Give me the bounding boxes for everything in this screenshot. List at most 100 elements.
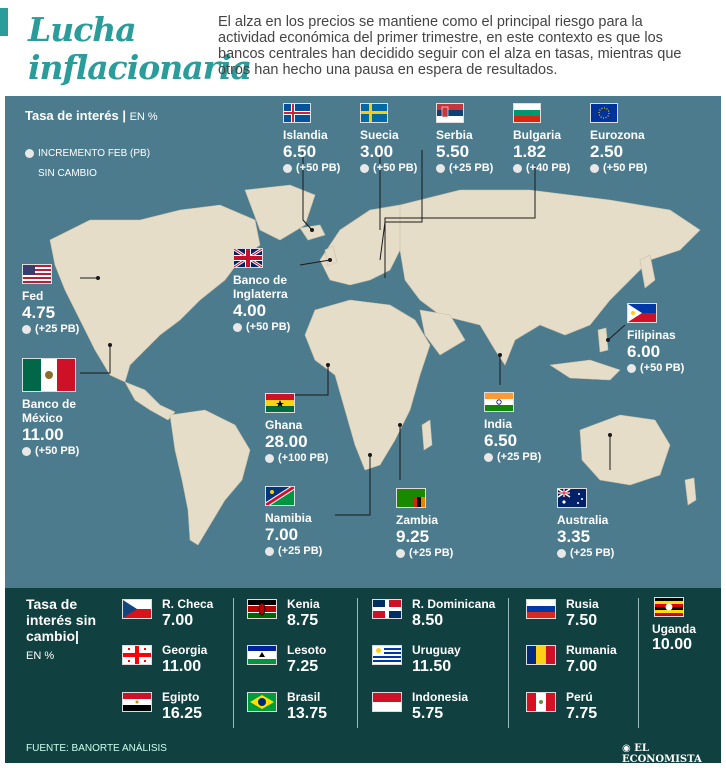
increment-dot-icon [557,548,566,558]
country-change: (+50 PB) [283,162,353,175]
country-zambia: Zambia 9.25 (+25 PB) [396,488,486,560]
country-fed: Fed 4.75 (+25 PB) [22,264,102,336]
country-change: (+100 PB) [265,452,355,465]
item-name: Lesoto [287,643,327,657]
country-rate: 11.00 [22,425,64,444]
item-rate: 8.50 [412,612,444,629]
country-change: (+50 PB) [22,445,112,458]
country-bulgaria: Bulgaria 1.82 (+40 PB) [513,103,583,175]
country-name: Australia [557,513,609,527]
unchanged-title-line1: Tasa de [26,596,78,612]
new-zealand-landmass [684,477,697,506]
country-name: Ghana [265,418,303,432]
column-divider [357,598,358,728]
increment-dot-icon [233,322,242,332]
country-change: (+25 PB) [396,547,486,560]
marker-uk [328,258,332,262]
sweden-flag-icon [360,103,388,123]
south-america-landmass [169,409,251,546]
marker-mexico [108,343,112,347]
increment-dot-icon [360,163,369,173]
unchanged-title-line3: cambio| [26,628,79,644]
item-rate: 7.00 [566,658,598,675]
country-change: (+25 PB) [557,547,647,560]
increment-dot-icon [627,363,636,373]
column-divider [638,598,639,728]
increment-dot-icon [22,446,31,456]
unchanged-unit: EN % [26,650,55,662]
country-name: India [484,417,513,431]
country-rate: 7.00 [265,525,299,544]
country-ghana: Ghana 28.00 (+100 PB) [265,393,355,465]
source-note: FUENTE: BANORTE ANÁLISIS [26,743,167,754]
country-name: Eurozona [590,128,645,142]
increment-dot-icon [265,453,274,463]
country-change: (+25 PB) [484,451,574,464]
increment-dot-icon [396,548,405,558]
country-change: (+50 PB) [627,362,717,375]
brazil-flag-icon [247,692,277,712]
item-rate: 7.50 [566,612,598,629]
unchanged-item-uganda: Uganda 10.00 [652,597,712,654]
increment-dot-icon [484,452,493,462]
legend-unit: EN % [129,111,158,123]
indonesia-flag-icon [372,692,402,712]
country-rate: 6.50 [484,431,518,450]
item-name: Uruguay [412,643,461,657]
item-name: Rusia [566,597,599,611]
africa-landmass [304,299,431,471]
country-filipinas: Filipinas 6.00 (+50 PB) [627,303,717,375]
peru-flag-icon [526,692,556,712]
zambia-flag-icon [396,488,426,508]
uganda-flag-icon [654,597,684,617]
country-namibia: Namibia 7.00 (+25 PB) [264,484,355,558]
legend-title: Tasa de interés | EN % [25,108,158,123]
item-name: Egipto [162,690,200,704]
increment-dot-icon [590,163,599,173]
lesotho-flag-icon [247,645,277,665]
country-rate: 4.75 [22,303,56,322]
australia-landmass [579,414,671,486]
country-rate: 28.00 [265,432,308,451]
item-rate: 10.00 [652,636,693,653]
arabia-landmass [419,309,466,356]
country-rate: 2.50 [590,142,624,161]
georgia-flag-icon [122,645,152,665]
country-uk: Banco de Inglaterra 4.00 (+50 PB) [233,247,333,334]
increment-dot-icon [513,163,522,173]
country-name-line1: Banco de [233,273,288,287]
namibia-flag-icon [264,484,296,508]
country-mexico: Banco de México 11.00 (+50 PB) [22,358,112,458]
item-rate: 16.25 [162,705,203,722]
asia-landmass [399,189,701,366]
item-rate: 7.00 [162,612,194,629]
country-name-line2: México [22,411,63,425]
europe-landmass [319,204,411,286]
legend-divider: | [122,108,130,123]
russia-flag-icon [526,599,556,619]
increment-dot-icon [283,163,292,173]
mexico-flag-icon [22,358,76,392]
country-name-line2: Inglaterra [233,287,288,301]
country-change: (+50 PB) [590,162,660,175]
increment-dot-icon [436,163,445,173]
increment-dot-icon [22,324,31,334]
leader-line-ghana [295,365,329,396]
intro-text: El alza en los precios se mantiene como … [218,14,682,78]
column-divider [508,598,509,728]
romania-flag-icon [526,645,556,665]
ghana-flag-icon [265,393,295,413]
increment-dot-icon [265,546,274,556]
marker-ghana [326,363,330,367]
brand-logo: ◉ EL ECONOMISTA [622,743,702,765]
country-rate: 3.00 [360,142,394,161]
item-rate: 11.00 [162,658,202,675]
marker-fed [96,276,100,280]
bulgaria-flag-icon [513,103,541,123]
eu-flag-icon [590,103,618,123]
country-name: Namibia [265,511,312,525]
item-rate: 7.25 [287,658,319,675]
item-name: R. Dominicana [412,597,496,611]
leader-line-uk [299,259,331,266]
country-islandia: Islandia 6.50 (+50 PB) [283,103,353,175]
